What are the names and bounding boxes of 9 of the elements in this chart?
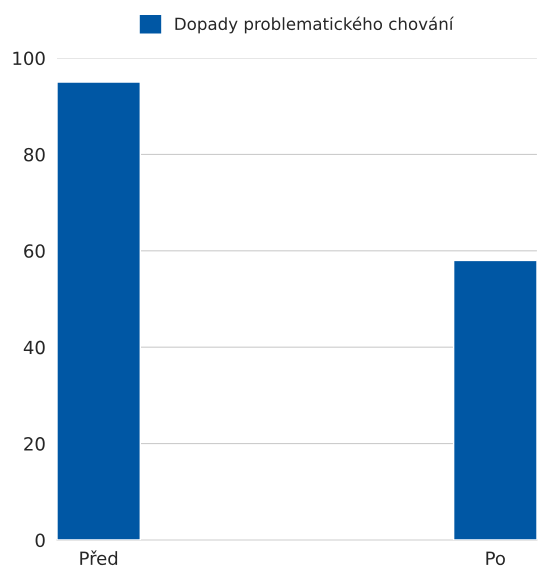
x-tick-label: Před — [80, 550, 118, 566]
y-tick-label: 100 — [13, 51, 45, 66]
y-tick-label: 80 — [24, 148, 45, 162]
y-tick-label: 40 — [24, 340, 45, 354]
x-tick-label: Po — [486, 552, 505, 566]
legend-label: Dopady problematického chování — [175, 16, 454, 34]
y-tick-label: 60 — [24, 244, 45, 258]
y-tick-label: 0 — [36, 533, 45, 548]
y-tick-label: 20 — [24, 437, 45, 451]
